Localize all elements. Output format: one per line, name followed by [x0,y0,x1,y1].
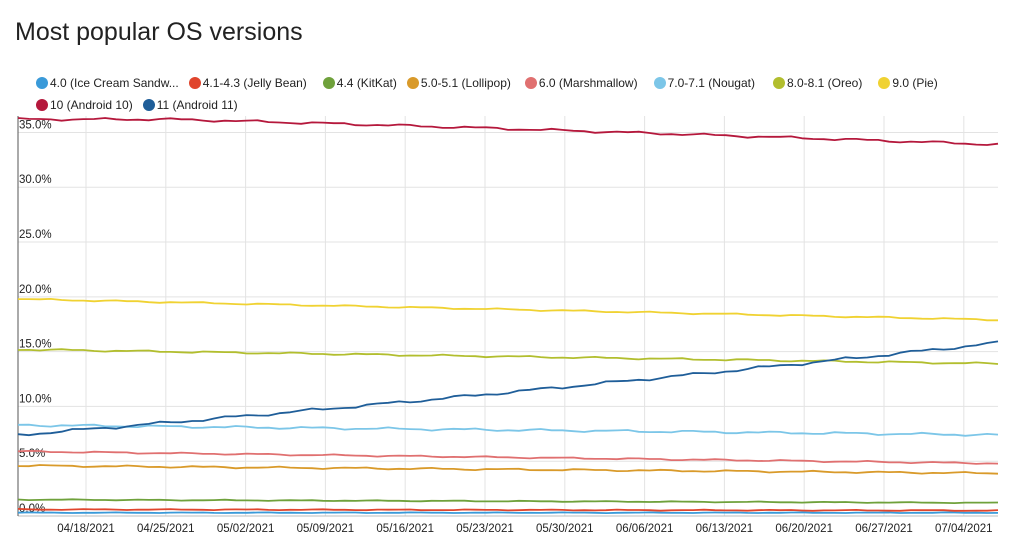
legend-label: 4.4 (KitKat) [336,76,397,90]
legend-label: 7.0-7.1 (Nougat) [667,76,755,90]
x-tick-label: 06/13/2021 [696,523,754,535]
legend-label: 4.0 (Ice Cream Sandw... [50,76,179,90]
legend-item[interactable]: 11 (Android 11) [142,98,238,112]
x-tick-label: 05/09/2021 [297,523,355,535]
legend-item[interactable]: 4.1-4.3 (Jelly Bean) [188,76,307,90]
x-tick-label: 06/27/2021 [855,523,913,535]
legend-color-dot [406,77,419,89]
y-tick-label: 25.0% [19,229,52,241]
legend-label: 9.0 (Pie) [892,76,938,90]
legend-color-dot [524,77,537,89]
series-line[interactable] [17,348,999,365]
y-tick-label: 35.0% [19,119,52,131]
legend: 4.0 (Ice Cream Sandw... 4.1-4.3 (Jelly Be… [36,72,1026,116]
y-tick-label: 10.0% [19,393,52,405]
series-line[interactable] [17,464,999,475]
legend-row: 10 (Android 10) 11 (Android 11) [36,94,1026,116]
legend-color-dot [36,77,48,89]
legend-item[interactable]: 6.0 (Marshmallow) [524,76,638,90]
chart-title: Most popular OS versions [15,18,303,46]
legend-color-dot [878,77,891,89]
legend-color-dot [188,77,201,89]
x-tick-label: 05/23/2021 [456,523,514,535]
x-tick-label: 05/16/2021 [376,523,434,535]
series-line[interactable] [17,449,999,465]
x-tick-label: 06/20/2021 [775,523,833,535]
x-tick-label: 06/06/2021 [616,523,674,535]
series-line[interactable] [18,297,998,322]
series-line[interactable] [17,340,999,437]
y-tick-label: 20.0% [19,284,52,296]
series-line[interactable] [17,117,999,146]
legend-label: 5.0-5.1 (Lollipop) [420,76,511,90]
series-line[interactable] [17,498,999,505]
legend-label: 8.0-8.1 (Oreo) [786,76,863,90]
x-tick-label: 07/04/2021 [935,523,993,535]
legend-color-dot [653,77,666,89]
series-line[interactable] [17,511,999,514]
legend-item[interactable]: 5.0-5.1 (Lollipop) [406,76,511,90]
y-tick-label: 15.0% [19,339,52,351]
legend-item[interactable]: 4.4 (KitKat) [322,76,397,90]
y-tick-label: 5.0% [19,448,45,460]
x-tick-label: 05/30/2021 [536,523,594,535]
x-tick-label: 05/02/2021 [217,523,275,535]
legend-item[interactable]: 8.0-8.1 (Oreo) [772,76,863,90]
legend-row: 4.0 (Ice Cream Sandw... 4.1-4.3 (Jelly Be… [36,72,1026,94]
legend-color-dot [322,77,335,89]
legend-item[interactable]: 10 (Android 10) [36,98,133,112]
series-line[interactable] [17,508,999,512]
legend-label: 4.1-4.3 (Jelly Bean) [202,76,307,90]
legend-item[interactable]: 4.0 (Ice Cream Sandw... [36,76,179,90]
series-line[interactable] [17,423,999,437]
legend-color-dot [142,99,155,111]
legend-item[interactable]: 7.0-7.1 (Nougat) [653,76,755,90]
legend-color-dot [36,99,48,111]
legend-color-dot [772,77,785,89]
y-tick-label: 30.0% [19,174,52,186]
x-tick-label: 04/25/2021 [137,523,195,535]
legend-label: 11 (Android 11) [156,98,238,112]
legend-label: 10 (Android 10) [50,98,133,112]
x-tick-label: 04/18/2021 [57,523,115,535]
legend-item[interactable]: 9.0 (Pie) [878,76,938,90]
legend-label: 6.0 (Marshmallow) [538,76,638,90]
